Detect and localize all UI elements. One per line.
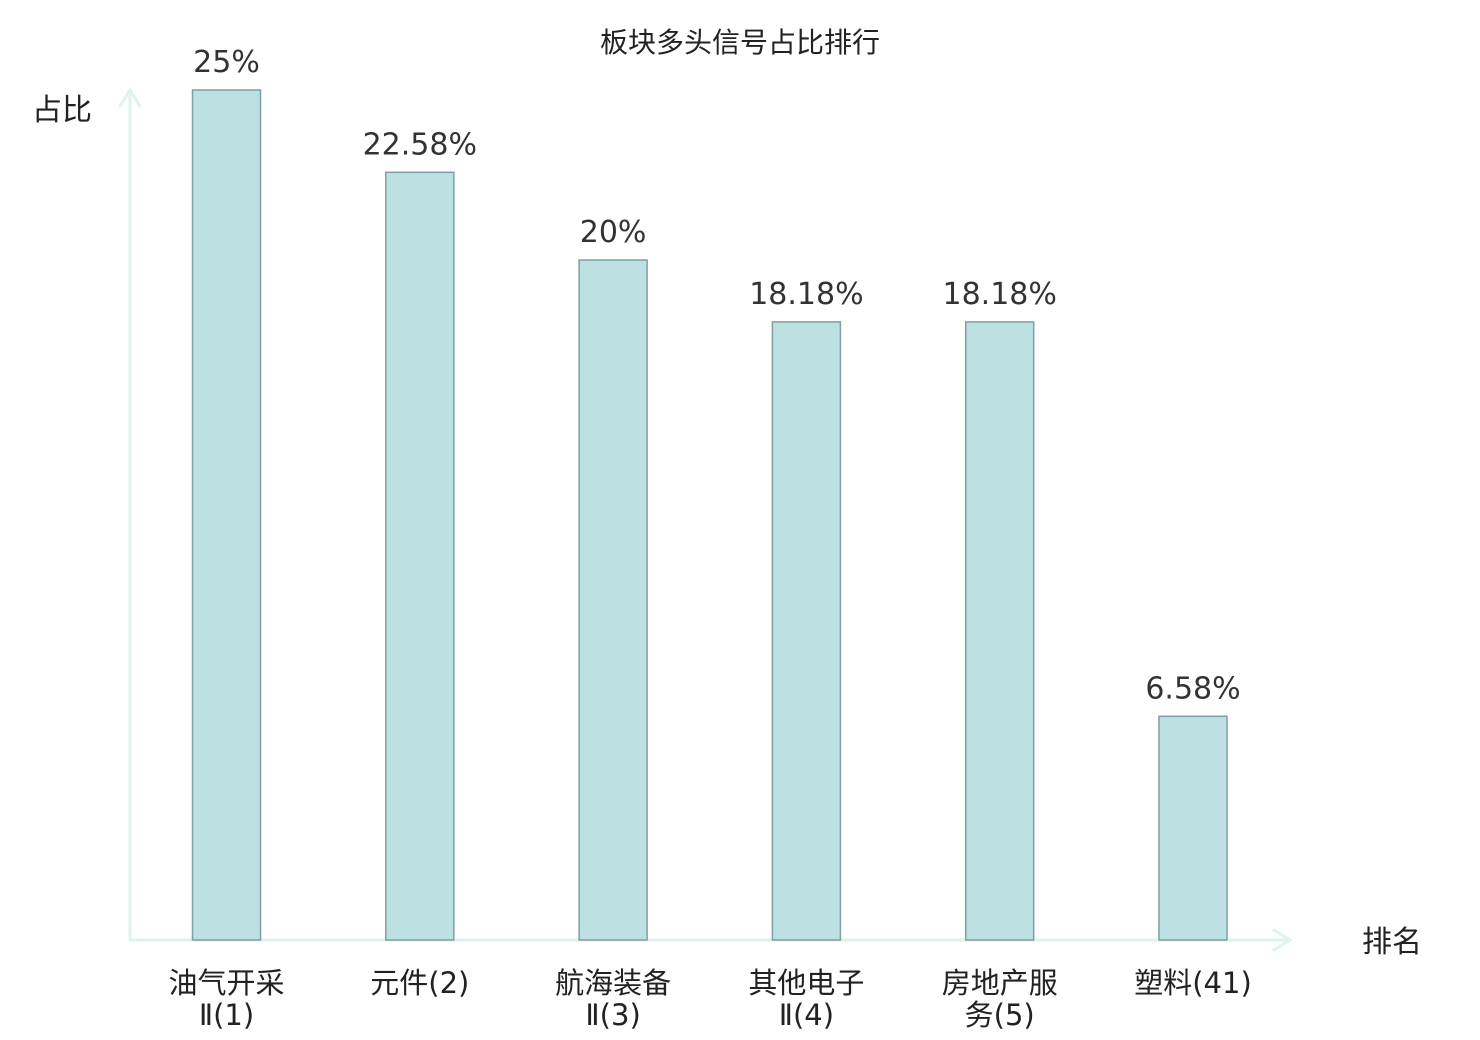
value-label: 6.58% <box>1145 671 1240 706</box>
bar <box>385 171 455 941</box>
x-axis-label: 排名 <box>1362 925 1422 960</box>
axes <box>118 87 1293 952</box>
category-label: 其他电子 <box>748 966 864 1000</box>
category-label: Ⅱ(3) <box>585 998 640 1032</box>
y-axis-arrow <box>118 87 142 108</box>
category-label: 务(5) <box>965 998 1035 1032</box>
y-axis-label: 占比 <box>32 93 92 128</box>
value-label: 25% <box>193 45 260 80</box>
category-label: 元件(2) <box>370 966 469 1000</box>
category-label: Ⅱ(4) <box>779 998 834 1032</box>
bar <box>964 321 1035 941</box>
bar <box>578 259 648 941</box>
value-label: 18.18% <box>749 277 863 312</box>
chart-title: 板块多头信号占比排行 <box>600 26 880 59</box>
category-label: Ⅱ(1) <box>199 998 254 1032</box>
bar <box>1158 715 1228 941</box>
bar <box>191 89 262 941</box>
value-labels-group: 25% 22.58% 20% 18.18% 18.18% 6.58% <box>193 45 1241 706</box>
value-label: 18.18% <box>943 277 1057 312</box>
category-label: 塑料(41) <box>1134 966 1252 1000</box>
bars-group <box>191 89 1228 941</box>
value-label: 22.58% <box>363 127 477 162</box>
category-label: 油气开采 <box>168 966 284 1000</box>
bar <box>771 321 842 941</box>
value-label: 20% <box>580 215 647 250</box>
category-label: 房地产服 <box>942 966 1058 1000</box>
x-axis-arrow <box>1272 928 1293 952</box>
category-label: 航海装备 <box>555 966 671 1000</box>
